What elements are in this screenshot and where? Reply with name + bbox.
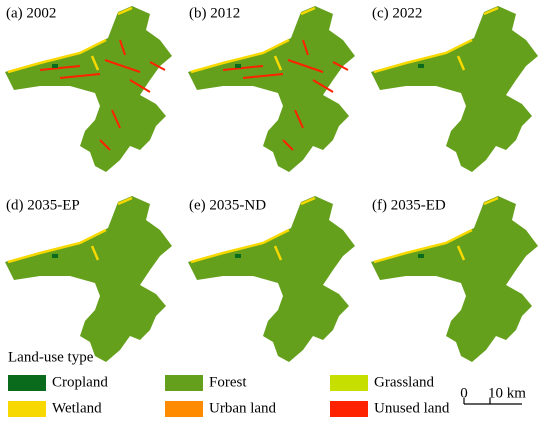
panel-label: (b) 2012 bbox=[189, 5, 240, 21]
map-panel bbox=[371, 6, 538, 172]
map-panel bbox=[188, 196, 355, 362]
legend-swatch bbox=[8, 401, 46, 417]
legend-swatch bbox=[330, 401, 368, 417]
panel-label: (c) 2022 bbox=[372, 5, 422, 21]
map-panel bbox=[188, 6, 355, 172]
panel-label: (a) 2002 bbox=[6, 5, 56, 21]
legend-title: Land-use type bbox=[8, 349, 94, 365]
panel-label: (e) 2035-ND bbox=[189, 197, 266, 213]
legend-swatch bbox=[8, 375, 46, 391]
legend-label: Unused land bbox=[374, 400, 450, 416]
legend-swatch bbox=[330, 375, 368, 391]
legend-label: Wetland bbox=[52, 400, 102, 416]
panel-label: (d) 2035-EP bbox=[6, 197, 80, 213]
legend-label: Forest bbox=[209, 374, 247, 390]
map-panel bbox=[371, 196, 538, 362]
legend-label: Cropland bbox=[52, 374, 108, 390]
panel-label: (f) 2035-ED bbox=[372, 197, 446, 213]
scale-start: 0 bbox=[460, 385, 468, 401]
legend-label: Grassland bbox=[374, 374, 434, 390]
legend-label: Urban land bbox=[209, 400, 277, 416]
map-panel bbox=[5, 196, 172, 362]
legend-swatch bbox=[165, 401, 203, 417]
map-panel bbox=[5, 6, 172, 172]
legend-swatch bbox=[165, 375, 203, 391]
scale-end: 10 km bbox=[488, 385, 526, 401]
